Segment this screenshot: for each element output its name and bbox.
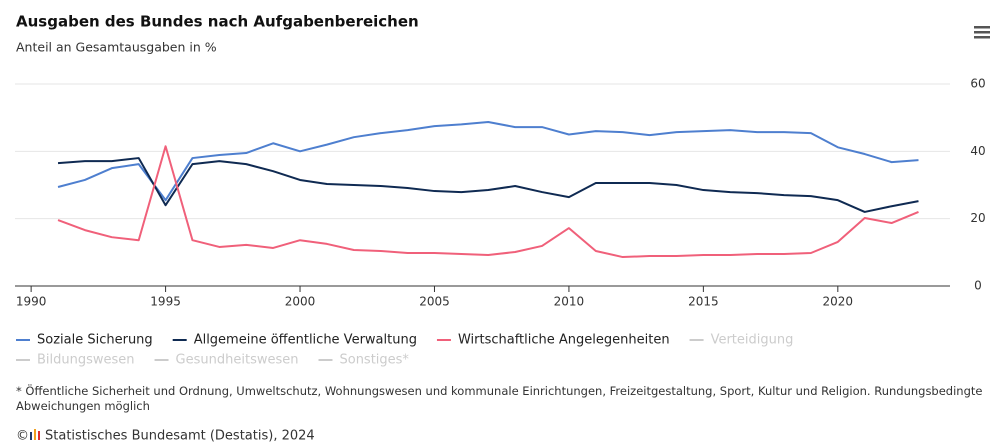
- line-series: [57, 121, 919, 202]
- legend-item[interactable]: Soziale Sicherung: [16, 333, 153, 348]
- legend-item[interactable]: Wirtschaftliche Angelegenheiten: [436, 333, 670, 348]
- legend-label: Verteidigung: [711, 333, 794, 348]
- legend-item[interactable]: Allgemeine öffentliche Verwaltung: [172, 333, 417, 348]
- legend-label: Allgemeine öffentliche Verwaltung: [194, 333, 417, 348]
- x-tick-label: 2010: [554, 295, 585, 309]
- legend-item[interactable]: Bildungswesen: [16, 353, 135, 368]
- logo: [30, 429, 40, 440]
- legend-item[interactable]: Gesundheitswesen: [154, 353, 299, 368]
- y-tick-label: 60: [970, 77, 985, 91]
- x-tick-label: 1995: [150, 295, 181, 309]
- footnote: * Öffentliche Sicherheit und Ordnung, Um…: [16, 384, 983, 413]
- y-tick-label: 20: [970, 211, 985, 225]
- copyright-sign: ©: [16, 429, 29, 442]
- legend-label: Bildungswesen: [37, 353, 135, 368]
- legend-label: Gesundheitswesen: [176, 353, 299, 368]
- menu-button[interactable]: [974, 26, 990, 39]
- legend-item[interactable]: Sonstiges*: [318, 353, 409, 368]
- x-tick-label: 2015: [688, 295, 719, 309]
- x-tick-label: 2005: [419, 295, 450, 309]
- chart-title: Ausgaben des Bundes nach Aufgabenbereich…: [16, 13, 419, 31]
- x-tick-label: 2000: [285, 295, 316, 309]
- x-tick-label: 2020: [823, 295, 854, 309]
- line-series: [57, 145, 919, 259]
- legend-label: Wirtschaftliche Angelegenheiten: [458, 333, 670, 348]
- menu-bar: [974, 26, 990, 29]
- legend-label: Sonstiges*: [339, 353, 409, 368]
- x-tick-label: 1990: [16, 295, 47, 309]
- menu-bar: [974, 36, 990, 39]
- logo-bar: [38, 431, 40, 440]
- line-series: [57, 157, 919, 213]
- legend-item[interactable]: Verteidigung: [689, 333, 794, 348]
- logo-bar: [30, 432, 32, 440]
- chart-subtitle: Anteil an Gesamtausgaben in %: [16, 40, 217, 55]
- legend-label: Soziale Sicherung: [37, 333, 153, 348]
- y-tick-label: 40: [970, 144, 985, 158]
- menu-bar: [974, 31, 990, 34]
- logo-bar: [34, 429, 36, 440]
- credit: Statistisches Bundesamt (Destatis), 2024: [45, 429, 315, 442]
- y-tick-label: 0: [974, 279, 982, 293]
